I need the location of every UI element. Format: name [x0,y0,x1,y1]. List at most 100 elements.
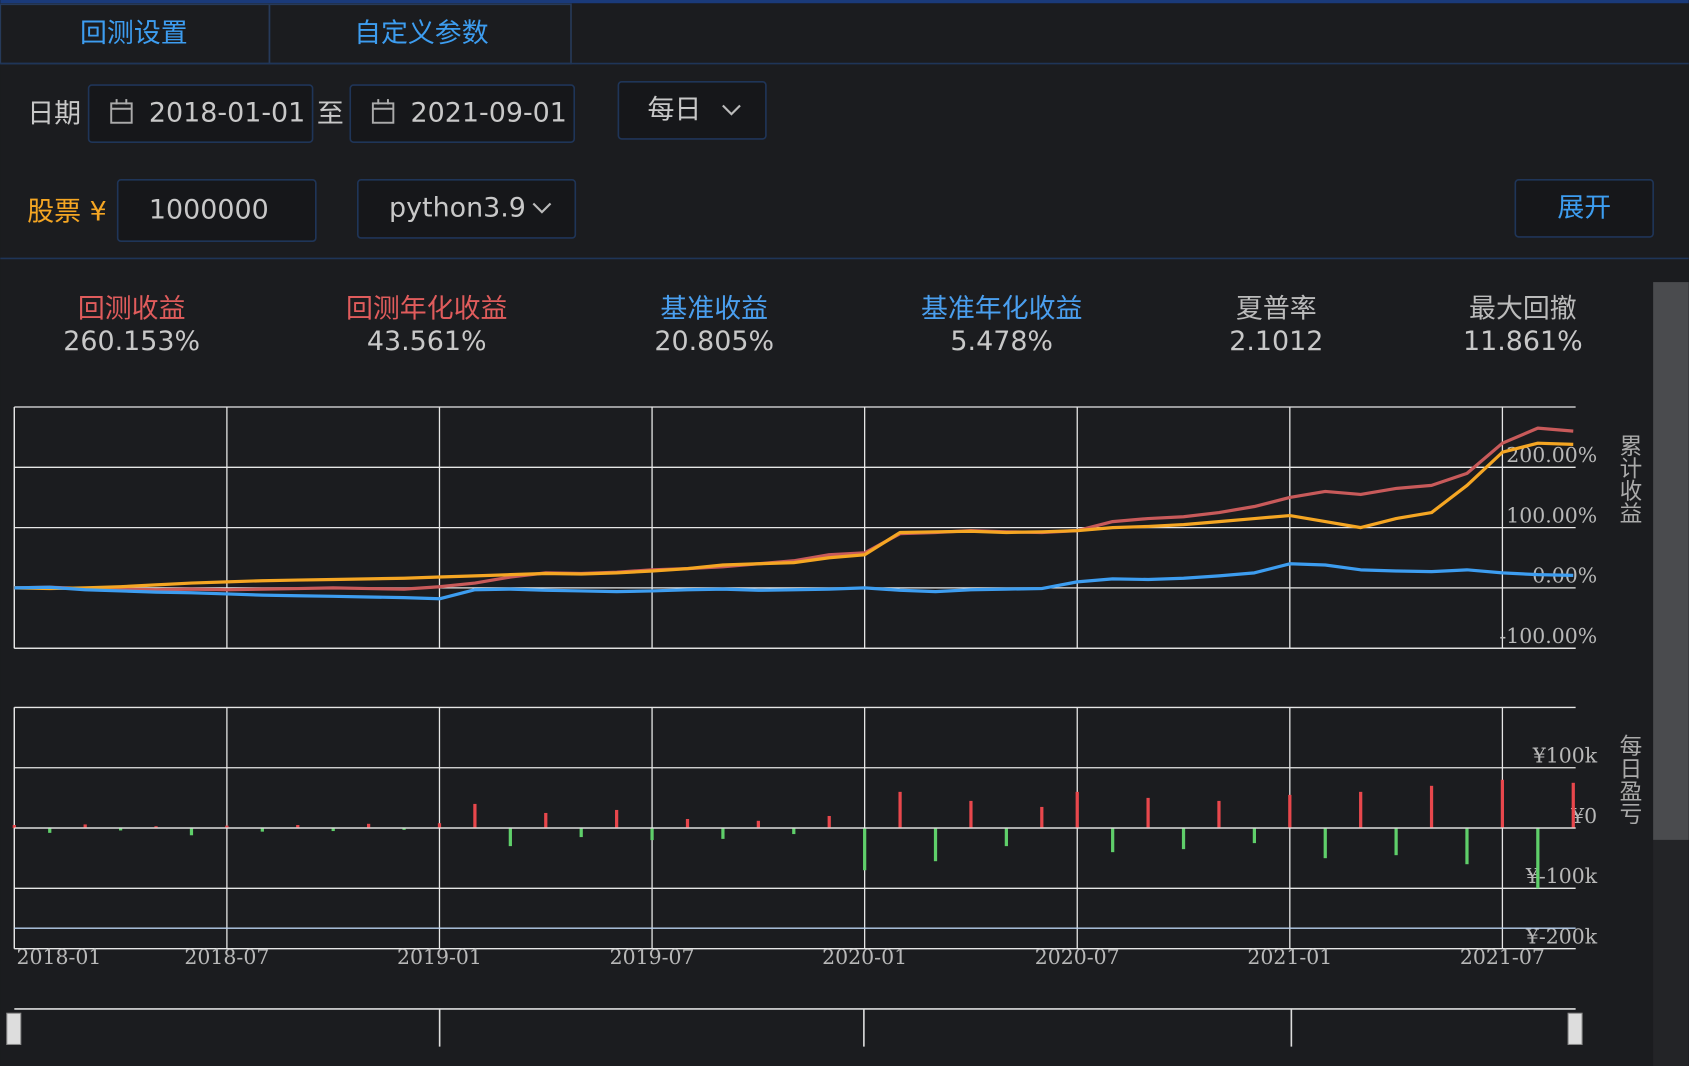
bar [615,809,619,829]
x-tick-label: 2020-07 [1035,945,1120,969]
bar [402,828,406,830]
bar [969,800,973,829]
bar [1075,791,1079,829]
metric-label: 夏普率 [1236,294,1317,325]
bar [898,791,902,829]
bar [508,828,512,847]
x-tick-label: 2019-01 [397,945,482,969]
bar [260,828,264,832]
stock-label: 股票 ¥ [27,197,106,228]
bar [792,828,796,835]
bar [367,823,371,829]
top-bar [0,0,1689,4]
data-zoom[interactable] [6,1008,1583,1047]
calendar-icon [110,99,133,124]
capital-input[interactable] [116,179,317,243]
start-date-input[interactable] [87,84,314,143]
bar [1004,828,1008,847]
bar [1217,800,1221,829]
date-separator: 至 [317,99,344,130]
x-tick-label: 2020-01 [822,945,907,969]
y-tick-label: -100.00% [1499,624,1597,648]
tab-label[interactable]: 回测设置 [80,18,188,49]
bar [544,812,548,829]
bar [1323,828,1327,859]
y-tick-label: ¥-100k [1525,864,1598,888]
series-line [14,562,1574,601]
bar [685,818,690,829]
bar [863,828,867,871]
chevron [532,202,552,214]
bar [827,815,831,829]
bar [48,828,52,833]
metric-value: 260.153% [63,326,200,357]
x-tick-label: 2018-01 [16,945,101,969]
bar [1394,828,1398,856]
bar [1571,782,1575,829]
metric-label: 基准收益 [660,294,768,325]
metric-value: 11.861% [1463,326,1583,357]
chevron [722,104,741,116]
metric-label: 回测年化收益 [346,294,507,325]
bar [756,820,760,829]
python-version[interactable]: python3.9 [389,192,526,223]
bar [1536,828,1540,889]
y-axis-title: 累计收益 [1615,434,1641,524]
metric-value: 2.1012 [1229,326,1323,357]
zoom-handle[interactable] [6,1012,22,1046]
y-tick-label: ¥100k [1532,743,1598,767]
bar [1040,806,1044,829]
x-tick-label: 2019-07 [610,945,695,969]
python-select[interactable] [356,179,577,239]
bar [1288,794,1292,829]
metric-label: 回测收益 [78,294,186,325]
date-label: 日期 [27,99,81,130]
x-tick-label: 2018-07 [184,945,269,969]
x-tick-label: 2021-07 [1460,945,1545,969]
frequency-select[interactable] [617,81,767,140]
metric-value: 43.561% [367,326,487,357]
bar [189,828,194,836]
expand-button[interactable] [1514,179,1654,238]
series-line [14,426,1574,592]
bar [1359,791,1363,829]
bar [1465,828,1469,865]
bar [933,828,938,862]
bar [650,828,654,841]
tab[interactable] [268,3,572,65]
y-tick-label: 100.00% [1506,503,1597,527]
series-line [14,441,1574,591]
start-date[interactable]: 2018-01-01 [149,98,305,129]
bar [437,823,442,829]
metric-label: 基准年化收益 [921,294,1082,325]
metric-value: 5.478% [950,326,1053,357]
bar [1146,797,1150,829]
bar [296,825,300,829]
metric-value: 20.805% [654,326,774,357]
tab-active[interactable] [0,3,271,65]
calendar-icon [371,99,395,124]
capital[interactable]: 1000000 [149,195,269,226]
bar [721,828,725,839]
bar [1111,828,1115,853]
charts: -100.00%0.00%100.00%200.00% 累计收益¥-200k¥-1… [12,406,1642,969]
y-axis-title: 每日盈亏 [1615,734,1641,825]
bar [118,828,123,831]
scroll-thumb[interactable] [1653,282,1689,840]
end-date-input[interactable] [349,84,576,143]
metric-label: 最大回撤 [1469,294,1577,325]
bar [1500,779,1505,829]
bar [83,824,87,829]
expand-label[interactable]: 展开 [1557,192,1611,223]
end-date[interactable]: 2021-09-01 [411,98,567,129]
bar [331,828,335,832]
bar [579,828,583,838]
bar [12,825,16,829]
bar [225,825,229,829]
zoom-handle[interactable] [1567,1012,1583,1046]
frequency[interactable]: 每日 [647,94,701,125]
tab-label[interactable]: 自定义参数 [354,18,489,49]
